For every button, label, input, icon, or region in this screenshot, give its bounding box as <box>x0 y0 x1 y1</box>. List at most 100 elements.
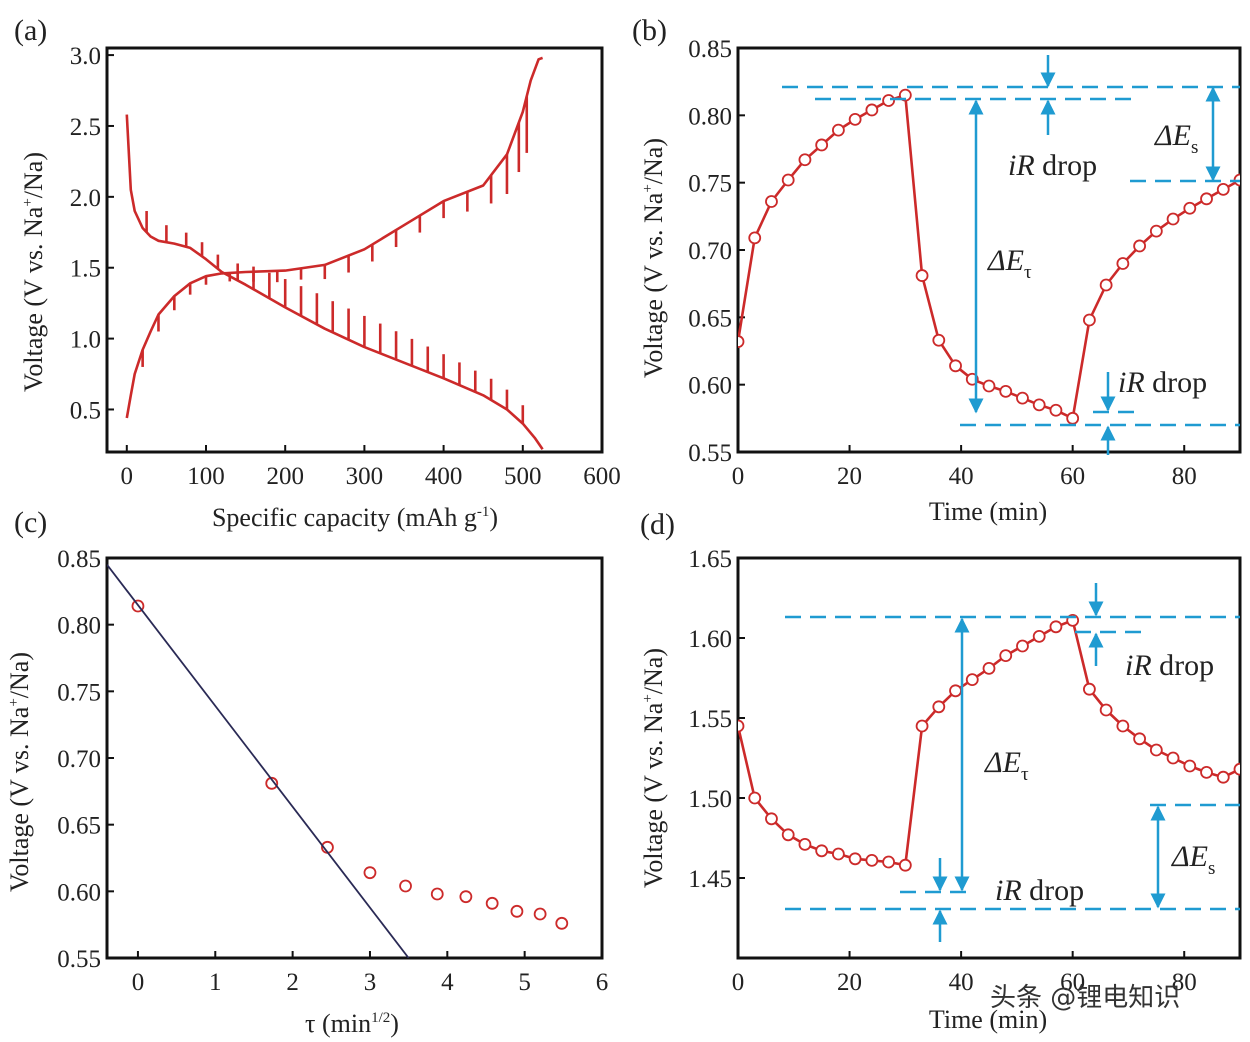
panel-a-ytick-label: 1.0 <box>70 327 101 354</box>
d-delta-etau-label: ΔEτ <box>984 746 1029 785</box>
d-ir-drop-label: iR drop <box>1125 649 1214 682</box>
panel-b-GITT-step-point <box>765 195 778 208</box>
panel-c-xtick-label: 1 <box>209 969 222 996</box>
panel-d-GITT-step-point <box>1149 743 1163 757</box>
panel-b-ylabel: Voltage (V vs. Na+/Na) <box>639 138 668 378</box>
panel-a-ytick-label: 1.5 <box>70 256 101 283</box>
panel-d-GITT-step-point <box>848 852 862 866</box>
panel-a-xtick-label: 100 <box>187 463 225 490</box>
panel-d-ytick-label: 1.50 <box>688 786 732 813</box>
panel-a-xtick-label: 600 <box>583 463 621 490</box>
panel-c-xtick-label: 3 <box>364 969 377 996</box>
panel-c-data-point <box>555 916 569 930</box>
panel-d-GITT-step-point <box>865 854 879 867</box>
panel-d-xlabel: Time (min) <box>929 1005 1047 1034</box>
panel-d-ytick-label: 1.65 <box>688 546 732 573</box>
panel-b-GITT-step-point <box>1049 403 1063 417</box>
panel-c-xtick-label: 5 <box>518 969 531 996</box>
b-delta-es-label: ΔEs <box>1154 119 1198 158</box>
panel-c-data-point <box>485 896 499 910</box>
panel-d-ytick-label: 1.45 <box>688 866 732 893</box>
panel-a-ytick-label: 3.0 <box>70 43 101 70</box>
panel-c-ytick-label: 0.65 <box>57 813 101 840</box>
panel-d-annotations: iR drop ΔEτ iR drop ΔEs <box>785 583 1240 942</box>
panel-d-GITT-step-point <box>1016 639 1029 653</box>
panel-d-GITT-step-point <box>781 828 795 842</box>
panel-d-GITT-step-point <box>1166 751 1180 765</box>
panel-b-GITT-step-point <box>1083 313 1096 327</box>
panel-a-xtick-label: 300 <box>346 463 384 490</box>
panel-c-plot: 0 1 2 3 4 5 6 0.55 0.60 0.65 0.70 0.75 0.80 0.85 <box>57 546 608 996</box>
panel-b-GITT-step-point <box>915 269 929 282</box>
panel-d-GITT-step-point <box>1183 759 1197 773</box>
panel-b-ytick-label: 0.85 <box>688 36 732 63</box>
panel-b-ytick-label: 0.65 <box>688 305 732 332</box>
panel-d-GITT-step-point <box>999 649 1013 662</box>
panel-d-GITT-step-point <box>1216 770 1230 784</box>
panel-c-data-area <box>107 564 569 958</box>
panel-c-ytick-label: 0.60 <box>57 879 101 906</box>
panel-a-xtick-label: 200 <box>266 463 304 490</box>
panel-b-xtick-label: 40 <box>949 463 974 490</box>
panel-d-GITT-step-point <box>882 855 895 869</box>
panel-b-GITT-step-point <box>1166 212 1180 226</box>
panel-c-data-point <box>430 887 444 901</box>
panel-c-data-line <box>138 606 562 923</box>
panel-d-ytick-label: 1.55 <box>688 706 732 733</box>
panel-a-xtick-label: 500 <box>504 463 542 490</box>
panel-c-data-point <box>265 776 279 790</box>
panel-label-a: (a) <box>14 14 47 47</box>
panel-a-xlabel: Specific capacity (mAh g-1) <box>212 503 498 532</box>
panel-b-GITT-step-point <box>999 384 1013 398</box>
panel-d-GITT-step-point <box>1099 703 1113 717</box>
panel-c-xtick-label: 6 <box>596 969 609 996</box>
panel-d-plot: 0 20 40 60 80 1.45 1.50 1.55 1.60 1.65 <box>688 546 1242 996</box>
panel-d-GITT-step-point <box>982 662 996 675</box>
panel-b-GITT-step-point <box>738 335 745 348</box>
panel-d-GITT-step-point <box>1083 682 1096 696</box>
panel-c-data-point <box>399 879 412 893</box>
panel-d-xtick-label: 0 <box>732 969 745 996</box>
panel-b-GITT-step-point <box>882 94 895 107</box>
panel-d-xtick-label: 60 <box>1060 969 1085 996</box>
panel-a-frame <box>105 46 604 454</box>
panel-c-data-point <box>533 907 547 921</box>
panel-a-xtick-label: 400 <box>425 463 463 490</box>
panel-b-ytick-label: 0.70 <box>688 238 732 265</box>
panel-b-GITT-step-point <box>1200 192 1213 206</box>
panel-label-d: (d) <box>640 508 675 541</box>
panel-b-GITT-step-point <box>1032 398 1046 412</box>
panel-c-xtick-label: 4 <box>441 969 454 996</box>
panel-b-xtick-label: 60 <box>1060 463 1085 490</box>
panel-d-GITT-step-point <box>898 858 912 872</box>
panel-c-xlabel: τ (min1/2) <box>305 1009 399 1038</box>
panel-b-GITT-step-point <box>1066 411 1080 425</box>
panel-c-xtick-label: 2 <box>286 969 299 996</box>
panel-a-ytick-label: 2.5 <box>70 114 101 141</box>
panel-label-c: (c) <box>14 506 47 539</box>
panel-c-ytick-label: 0.75 <box>57 679 101 706</box>
b-ir-drop-label: iR drop <box>1008 149 1097 182</box>
panel-d-GITT-step-point <box>1049 620 1063 634</box>
panel-b-GITT-step-point <box>949 359 962 373</box>
panel-d-frame <box>736 556 1242 960</box>
panel-c-ytick-label: 0.70 <box>57 746 101 773</box>
panel-b-annotations: iR drop ΔEs ΔEτ iR drop <box>782 55 1240 455</box>
panel-b-GITT-step-point <box>815 138 829 152</box>
panel-a-ytick-label: 0.5 <box>70 397 101 424</box>
panel-label-b: (b) <box>632 14 667 47</box>
panel-b-GITT-step-point <box>1183 201 1197 215</box>
panel-b-GITT-step-point <box>865 103 879 117</box>
panel-b-GITT-step-point <box>1116 257 1130 270</box>
b-delta-etau-label: ΔEτ <box>987 244 1032 283</box>
panel-d-GITT-step-point <box>915 719 929 733</box>
panel-b-GITT-step-point <box>1133 239 1146 253</box>
panel-a-ytick-label: 2.0 <box>70 185 101 212</box>
panel-c-data-point <box>510 904 524 918</box>
panel-a-ylabel: Voltage (V vs. Na+/Na) <box>19 152 48 392</box>
panel-b-GITT-step-point <box>1099 278 1113 292</box>
panel-b-data-area <box>738 88 1240 425</box>
panel-d-GITT-step-point <box>1133 732 1146 746</box>
d-ir-drop2-label: iR drop <box>995 874 1084 907</box>
